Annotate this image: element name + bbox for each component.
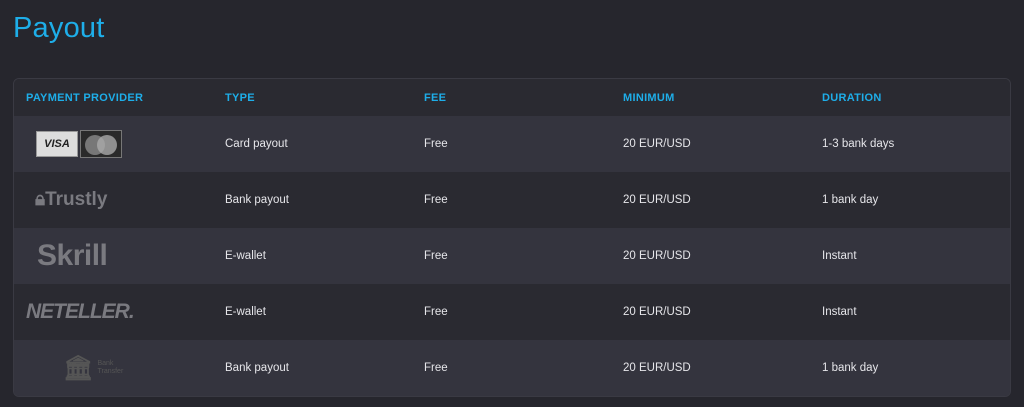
table-row: VISA Card payout Free 20 EUR/USD 1-3 ban… <box>14 116 1010 172</box>
duration-cell: Instant <box>822 250 857 262</box>
duration-cell: 1 bank day <box>822 194 879 206</box>
header-minimum: MINIMUM <box>623 91 675 104</box>
fee-cell: Free <box>424 194 448 206</box>
table-row: 🏛︎ Bank Transfer Bank payout Free 20 EUR/U… <box>14 340 1010 396</box>
page-title: Payout <box>13 12 105 44</box>
header-fee: FEE <box>424 91 447 104</box>
duration-cell: Instant <box>822 306 857 318</box>
minimum-cell: 20 EUR/USD <box>623 138 691 150</box>
table-header: PAYMENT PROVIDER TYPE FEE MINIMUM DURATI… <box>14 79 1010 116</box>
minimum-cell: 20 EUR/USD <box>623 194 691 206</box>
duration-cell: 1 bank day <box>822 362 879 374</box>
fee-cell: Free <box>424 138 448 150</box>
table-row: 🔒︎Trustly Bank payout Free 20 EUR/USD 1 … <box>14 172 1010 228</box>
header-type: TYPE <box>225 91 255 104</box>
table-row: NETELLER. E-wallet Free 20 EUR/USD Insta… <box>14 284 1010 340</box>
bank-transfer-logo: 🏛︎ Bank Transfer <box>63 354 124 382</box>
fee-cell: Free <box>424 306 448 318</box>
minimum-cell: 20 EUR/USD <box>623 250 691 262</box>
skrill-logo: Skrill <box>37 239 108 272</box>
type-cell: Bank payout <box>225 194 289 206</box>
trustly-logo: 🔒︎Trustly <box>35 189 108 210</box>
neteller-logo: NETELLER. <box>26 300 135 323</box>
fee-cell: Free <box>424 362 448 374</box>
duration-cell: 1-3 bank days <box>822 138 895 150</box>
type-cell: Bank payout <box>225 362 289 374</box>
type-cell: E-wallet <box>225 250 266 262</box>
payout-table: PAYMENT PROVIDER TYPE FEE MINIMUM DURATI… <box>13 78 1011 397</box>
type-cell: Card payout <box>225 138 288 150</box>
minimum-cell: 20 EUR/USD <box>623 362 691 374</box>
fee-cell: Free <box>424 250 448 262</box>
minimum-cell: 20 EUR/USD <box>623 306 691 318</box>
header-payment-provider: PAYMENT PROVIDER <box>26 91 144 104</box>
header-duration: DURATION <box>822 91 882 104</box>
table-row: Skrill E-wallet Free 20 EUR/USD Instant <box>14 228 1010 284</box>
visa-mastercard-logo: VISA <box>26 124 213 164</box>
type-cell: E-wallet <box>225 306 266 318</box>
